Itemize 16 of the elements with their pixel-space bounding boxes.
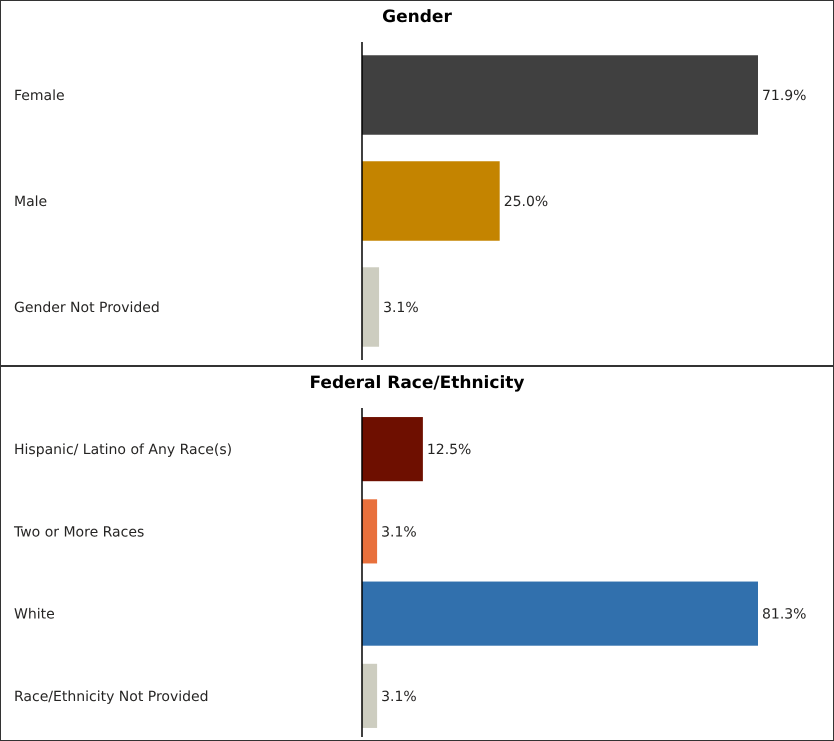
data-label: 3.1% — [381, 688, 417, 705]
y-tick-label: Male — [14, 194, 48, 210]
data-label: 3.1% — [381, 524, 417, 540]
chart-title: Federal Race/Ethnicity — [309, 373, 525, 393]
chart-title: Gender — [382, 7, 452, 27]
data-label: 71.9% — [762, 88, 806, 104]
y-tick-label: White — [14, 606, 55, 623]
y-tick-label: Race/Ethnicity Not Provided — [14, 688, 209, 705]
data-label: 3.1% — [383, 300, 419, 316]
data-label: 12.5% — [426, 442, 472, 458]
y-tick-label: Two or More Races — [13, 524, 144, 540]
data-label: 81.3% — [762, 606, 806, 623]
y-tick-label: Hispanic/ Latino of Any Race(s) — [14, 442, 232, 458]
y-tick-label: Female — [14, 88, 65, 104]
data-label: 25.0% — [504, 194, 548, 210]
y-tick-label: Gender Not Provided — [14, 300, 160, 316]
